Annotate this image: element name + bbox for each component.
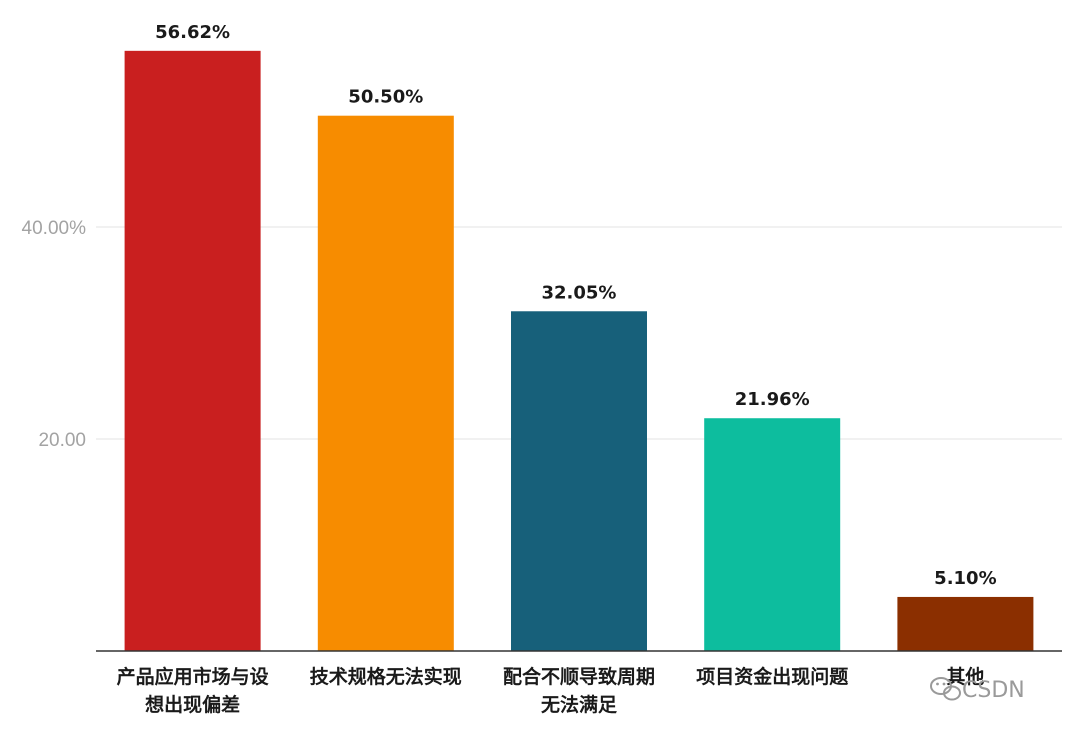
- watermark-text: CSDN: [962, 678, 1025, 703]
- y-tick-label: 40.00%: [22, 218, 87, 239]
- x-tick-label: 配合不顺导致周期: [503, 665, 655, 688]
- y-axis-ticks: 20.00 40.00%: [22, 218, 87, 451]
- data-label: 5.10%: [934, 568, 996, 589]
- watermark: CSDN: [930, 677, 1025, 703]
- data-label: 56.62%: [155, 22, 230, 43]
- x-tick-label: 想出现偏差: [145, 693, 240, 716]
- bar: [317, 115, 454, 651]
- bar: [704, 418, 841, 651]
- data-label: 50.50%: [348, 87, 423, 108]
- x-tick-label: 产品应用市场与设: [117, 665, 269, 688]
- data-labels: 56.62% 50.50% 32.05% 21.96% 5.10%: [155, 22, 997, 589]
- data-label: 32.05%: [542, 282, 617, 303]
- bar: [511, 311, 647, 651]
- data-label: 21.96%: [735, 389, 810, 410]
- bar: [897, 596, 1034, 651]
- y-tick-label: 20.00: [38, 430, 86, 451]
- bar: [124, 50, 261, 651]
- x-tick-label: 其他: [946, 665, 984, 688]
- bars: [124, 50, 1034, 651]
- wechat-icon: [930, 677, 961, 701]
- x-tick-label: 技术规格无法实现: [310, 665, 462, 688]
- x-tick-label: 无法满足: [541, 693, 618, 716]
- x-tick-label: 项目资金出现问题: [696, 665, 848, 688]
